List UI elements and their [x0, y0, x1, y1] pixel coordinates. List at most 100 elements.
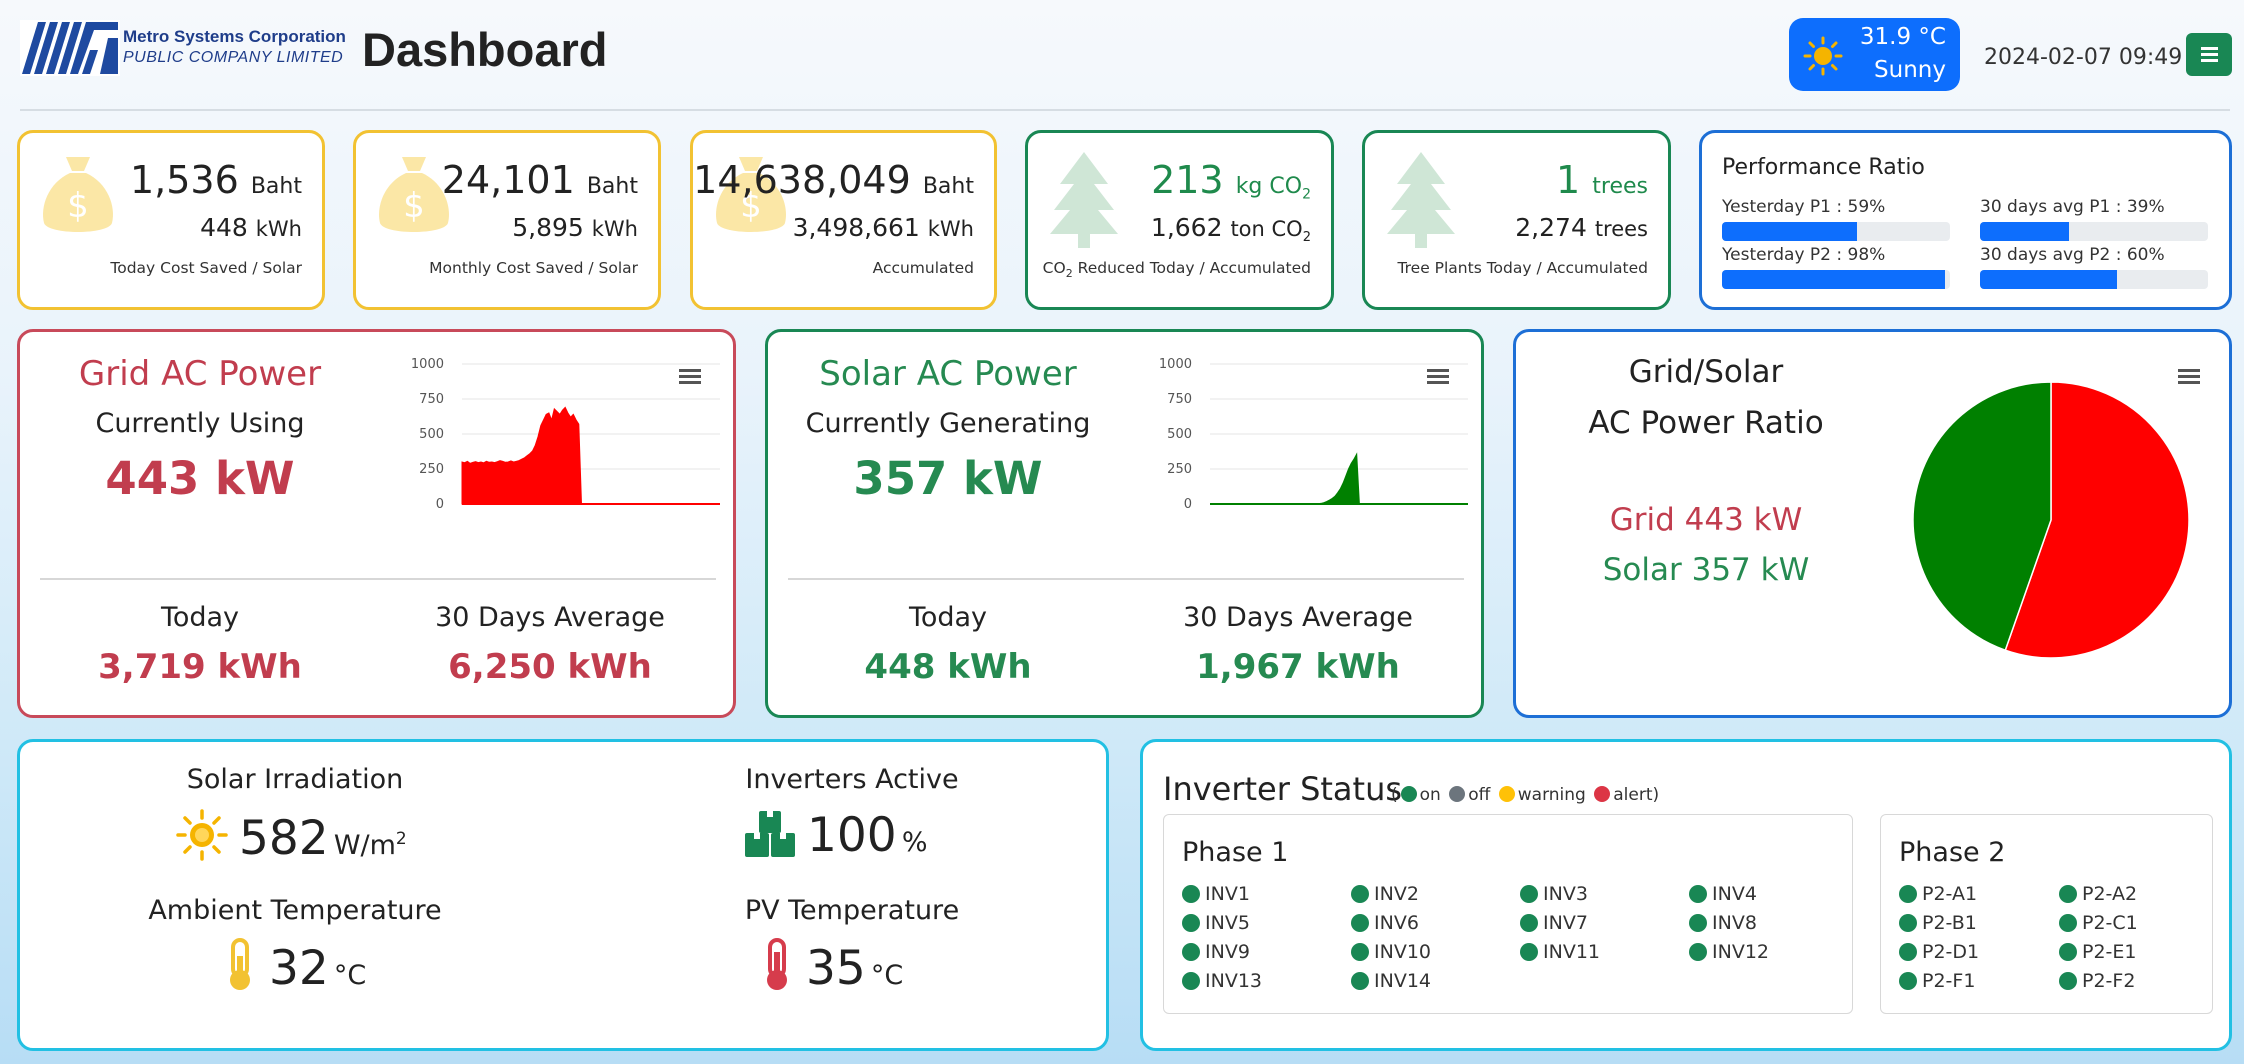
grid-avg-label: 30 Days Average	[435, 602, 665, 633]
inverter-item[interactable]: INV3	[1520, 883, 1588, 905]
solar-title: Solar AC Power	[819, 354, 1077, 394]
inverter-name: INV10	[1374, 941, 1431, 963]
inverter-item[interactable]: INV10	[1351, 941, 1431, 963]
inverter-item[interactable]: INV8	[1689, 912, 1757, 934]
grid-power-chart: 1000 750 500 250 0	[411, 357, 720, 512]
monthly-saved-label: Monthly Cost Saved / Solar	[429, 259, 638, 277]
phase2-panel: Phase 2 P2-A1 P2-A2 P2-B1 P2-C1 P2-D1 P2-E1 P2…	[1880, 814, 2213, 1014]
inverter-item[interactable]: P2-D1	[1899, 941, 1979, 963]
inverter-item[interactable]: INV7	[1520, 912, 1588, 934]
co2-accum-unit: ton CO	[1230, 217, 1303, 241]
accumulated-card: $ 14,638,049 Baht 3,498,661 kWh Accumula…	[690, 130, 997, 310]
inverter-name: INV6	[1374, 912, 1419, 934]
today-saved-value: 1,536	[129, 158, 239, 202]
inverter-item[interactable]: P2-B1	[1899, 912, 1977, 934]
status-on-dot	[1899, 943, 1917, 961]
status-on-dot	[1520, 885, 1538, 903]
inverter-item[interactable]: INV13	[1182, 970, 1262, 992]
ambient-temp-value: 32	[269, 941, 329, 996]
grid-power-card: Grid AC Power Currently Using 443 kW 100…	[17, 329, 736, 718]
inverter-item[interactable]: INV1	[1182, 883, 1250, 905]
status-on-dot	[2059, 885, 2077, 903]
inverter-item[interactable]: P2-A1	[1899, 883, 1977, 905]
monthly-energy-value: 5,895	[512, 213, 584, 242]
y-tick-label: 250	[1167, 462, 1192, 477]
company-subtitle: PUBLIC COMPANY LIMITED	[123, 49, 344, 66]
grid-subtitle: Currently Using	[95, 408, 305, 439]
solar-power-chart: 1000 750 500 250 0	[1159, 357, 1468, 512]
pr-bar-yesterday-p1	[1722, 222, 1950, 241]
inverter-item[interactable]: P2-F1	[1899, 970, 1975, 992]
co2-card: 213 kg CO2 1,662 ton CO2 CO2 Reduced Tod…	[1025, 130, 1334, 310]
inverter-name: P2-E1	[2082, 941, 2137, 963]
today-energy-value: 448	[200, 213, 248, 242]
inverter-item[interactable]: INV12	[1689, 941, 1769, 963]
accumulated-energy-unit: kWh	[927, 217, 974, 241]
inverter-name: P2-F2	[2082, 970, 2136, 992]
trees-today-value: 1	[1555, 158, 1581, 202]
irradiation-unit-sup: 2	[395, 829, 407, 849]
chart-menu-icon[interactable]	[2178, 369, 2200, 385]
pr-label-yesterday-p1: Yesterday P1 : 59%	[1722, 197, 1886, 217]
inverter-name: INV4	[1712, 883, 1757, 905]
co2-label: CO2 Reduced Today / Accumulated	[1042, 259, 1311, 281]
irradiation-value: 582	[239, 811, 329, 866]
inverter-item[interactable]: INV2	[1351, 883, 1419, 905]
accumulated-label: Accumulated	[872, 259, 974, 277]
performance-title: Performance Ratio	[1722, 155, 1925, 180]
sun-icon	[176, 809, 228, 861]
inverter-item[interactable]: INV11	[1520, 941, 1600, 963]
inverter-item[interactable]: INV9	[1182, 941, 1250, 963]
inverter-name: INV3	[1543, 883, 1588, 905]
inverters-icon	[745, 811, 795, 857]
grid-today-label: Today	[160, 602, 240, 633]
accumulated-value: 14,638,049	[693, 158, 911, 202]
phase1-title: Phase 1	[1182, 837, 1289, 868]
inverter-name: P2-A1	[1922, 883, 1978, 905]
grid-current-value: 443 kW	[105, 452, 295, 505]
inverter-name: INV13	[1205, 970, 1262, 992]
monthly-energy-unit: kWh	[591, 217, 638, 241]
pv-temp-label: PV Temperature	[744, 895, 960, 926]
solar-subtitle: Currently Generating	[805, 408, 1091, 439]
trees-accum-value: 2,274	[1515, 213, 1587, 242]
solar-avg-value: 1,967 kWh	[1196, 647, 1400, 687]
inverter-name: INV5	[1205, 912, 1250, 934]
ambient-temp-unit: °C	[333, 960, 367, 991]
inverter-item[interactable]: INV5	[1182, 912, 1250, 934]
ratio-grid-text: Grid 443 kW	[1609, 502, 1803, 538]
inverter-name: INV1	[1205, 883, 1250, 905]
status-on-dot	[1182, 972, 1200, 990]
chart-menu-icon[interactable]	[679, 369, 701, 385]
today-energy-unit: kWh	[255, 217, 302, 241]
inverter-item[interactable]: P2-E1	[2059, 941, 2137, 963]
inverter-item[interactable]: INV4	[1689, 883, 1757, 905]
monthly-cost-card: $ 24,101 Baht 5,895 kWh Monthly Cost Sav…	[353, 130, 661, 310]
inverter-item[interactable]: P2-C1	[2059, 912, 2138, 934]
inverter-item[interactable]: INV14	[1351, 970, 1431, 992]
pr-bar-30d-p2	[1980, 270, 2208, 289]
co2-accum-sub: 2	[1302, 230, 1311, 246]
power-ratio-card: Grid/Solar AC Power Ratio Grid 443 kW So…	[1513, 329, 2232, 718]
inverter-name: P2-C1	[2082, 912, 2138, 934]
status-on-dot	[1182, 943, 1200, 961]
co2-today-unit: kg CO	[1235, 174, 1303, 199]
money-bag-icon: $	[379, 157, 449, 232]
status-on-dot	[1182, 914, 1200, 932]
chart-menu-icon[interactable]	[1427, 369, 1449, 385]
grid-title: Grid AC Power	[78, 354, 322, 394]
menu-button[interactable]	[2186, 33, 2232, 76]
inverter-item[interactable]: INV6	[1351, 912, 1419, 934]
status-on-dot	[1689, 943, 1707, 961]
pv-temp-unit: °C	[870, 960, 904, 991]
status-on-dot	[1351, 914, 1369, 932]
ratio-title-line2: AC Power Ratio	[1588, 405, 1824, 441]
co2-today-value: 213	[1151, 158, 1224, 202]
pie-slice[interactable]	[1912, 381, 2052, 652]
status-on-dot	[1520, 943, 1538, 961]
status-on-dot	[1899, 972, 1917, 990]
inverter-item[interactable]: P2-A2	[2059, 883, 2137, 905]
inverter-item[interactable]: P2-F2	[2059, 970, 2135, 992]
inverter-name: INV7	[1543, 912, 1588, 934]
grid-divider	[40, 578, 716, 580]
